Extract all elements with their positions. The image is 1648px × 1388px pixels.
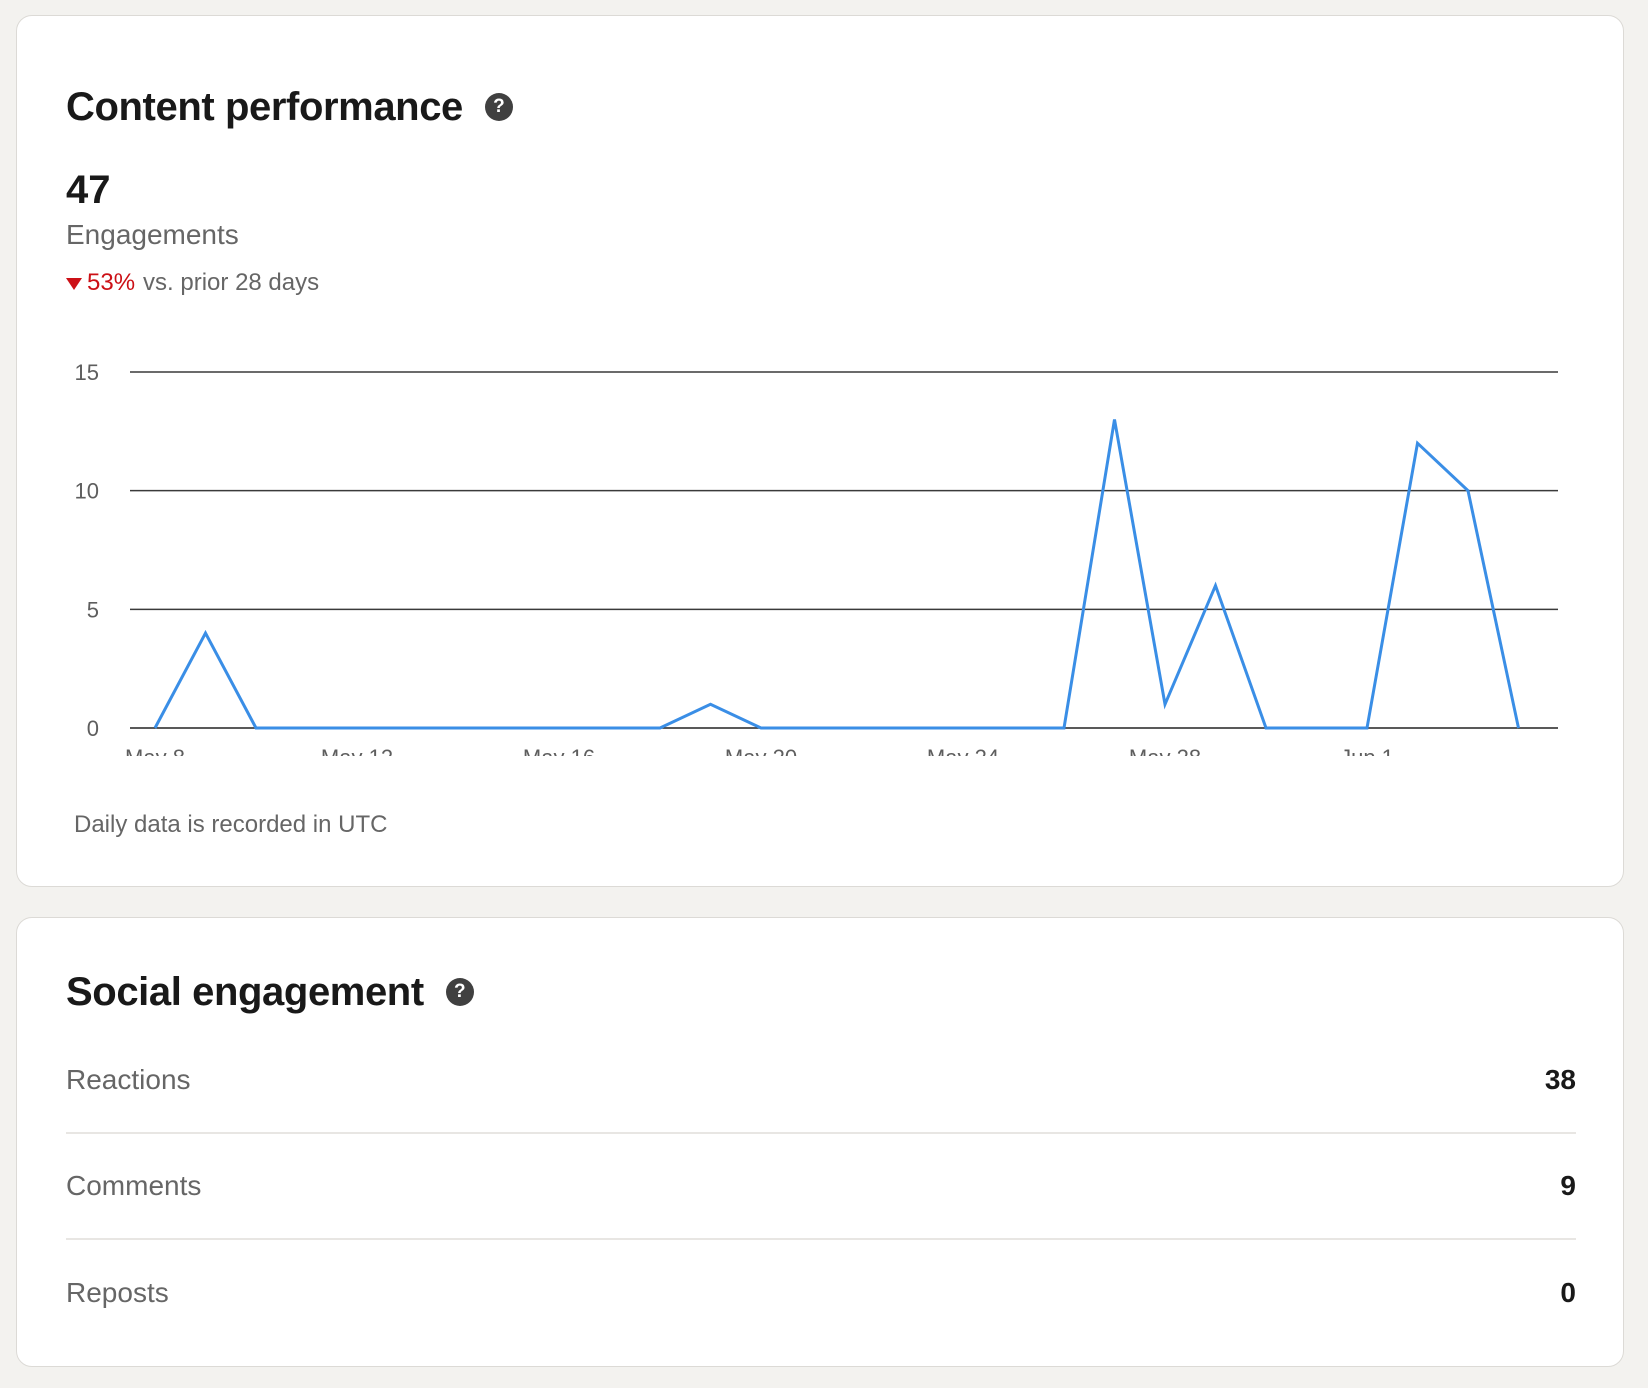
social-engagement-card: Social engagement ? Reactions 38 Comment… (16, 917, 1624, 1367)
data-point[interactable] (652, 720, 668, 736)
social-engagement-header: Social engagement ? (66, 968, 474, 1016)
y-tick-label: 15 (75, 360, 99, 385)
x-tick-label: May 16 (523, 745, 595, 756)
data-point[interactable] (804, 720, 820, 736)
engagements-total: 47 (66, 168, 111, 212)
data-point[interactable] (1410, 435, 1426, 451)
data-point[interactable] (602, 720, 618, 736)
data-point[interactable] (349, 720, 365, 736)
data-point[interactable] (198, 625, 214, 641)
stat-row-reposts[interactable]: Reposts 0 (66, 1240, 1576, 1346)
data-point[interactable] (450, 720, 466, 736)
data-point[interactable] (551, 720, 567, 736)
data-point[interactable] (248, 720, 264, 736)
data-point[interactable] (1157, 696, 1173, 712)
data-point[interactable] (1359, 720, 1375, 736)
x-tick-label: May 12 (321, 745, 393, 756)
question-circle-icon[interactable]: ? (445, 978, 474, 1006)
stat-label: Comments (66, 1170, 202, 1201)
y-tick-label: 10 (75, 479, 99, 504)
data-point[interactable] (299, 720, 315, 736)
caret-down-icon (66, 278, 82, 290)
x-tick-label: May 28 (1129, 745, 1201, 756)
x-tick-label: May 24 (927, 745, 999, 756)
stat-row-comments[interactable]: Comments 9 (66, 1134, 1576, 1240)
y-tick-label: 5 (87, 597, 99, 622)
delta-percent: 53% (87, 269, 136, 296)
data-point[interactable] (753, 720, 769, 736)
data-point[interactable] (854, 720, 870, 736)
engagements-label: Engagements (66, 219, 239, 250)
stat-value: 9 (1560, 1170, 1576, 1201)
stat-row-reactions[interactable]: Reactions 38 (66, 1028, 1576, 1134)
x-tick-label: May 8 (125, 745, 185, 756)
data-point[interactable] (1107, 411, 1123, 427)
data-point[interactable] (400, 720, 416, 736)
stat-label: Reposts (66, 1277, 169, 1308)
chart-footnote: Daily data is recorded in UTC (74, 811, 388, 838)
x-tick-label: Jun 1 (1340, 745, 1394, 756)
data-point[interactable] (1460, 483, 1476, 499)
delta-comparison-text: vs. prior 28 days (143, 269, 320, 296)
data-point[interactable] (905, 720, 921, 736)
data-point[interactable] (501, 720, 517, 736)
engagements-line-chart: 0 5 10 15 May 8 May 12 May 16 May 20 May 24 May 2… (75, 360, 1558, 756)
stat-label: Reactions (66, 1064, 191, 1095)
question-circle-icon[interactable]: ? (484, 93, 513, 121)
stat-value: 0 (1560, 1277, 1576, 1308)
data-point[interactable] (1511, 720, 1527, 736)
data-point[interactable] (955, 720, 971, 736)
content-performance-title: Content performance (66, 85, 463, 129)
data-point[interactable] (703, 696, 719, 712)
x-tick-label: May 20 (725, 745, 797, 756)
data-point[interactable] (1006, 720, 1022, 736)
y-tick-label: 0 (87, 716, 99, 741)
data-point[interactable] (1056, 720, 1072, 736)
content-performance-header: Content performance ? (66, 83, 513, 131)
data-point[interactable] (1208, 578, 1224, 594)
content-performance-card: Content performance ? 47 Engagements 53%… (16, 15, 1624, 887)
series-line-engagements (153, 419, 1520, 730)
data-point[interactable] (147, 720, 163, 736)
social-engagement-title: Social engagement (66, 970, 424, 1014)
data-point[interactable] (1258, 720, 1274, 736)
stat-value: 38 (1544, 1064, 1576, 1095)
engagements-delta: 53% vs. prior 28 days (66, 268, 319, 298)
data-point[interactable] (1309, 720, 1325, 736)
